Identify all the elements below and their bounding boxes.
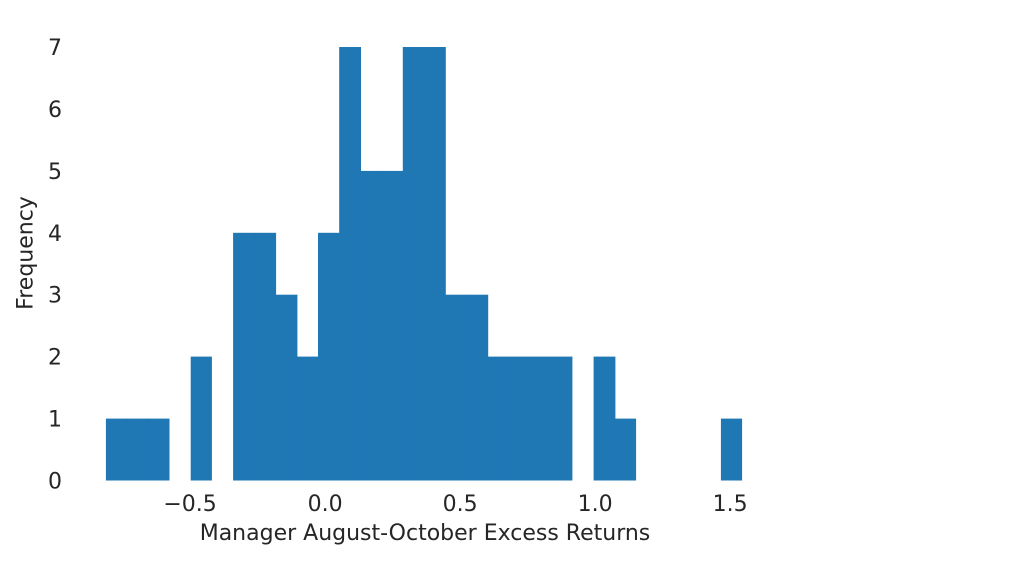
x-tick-label: −0.5: [163, 492, 216, 517]
y-tick-label: 0: [48, 470, 62, 495]
histogram-bar: [551, 356, 573, 481]
histogram-bar: [424, 47, 446, 481]
histogram-bar: [296, 356, 319, 481]
histogram-bar: [445, 294, 467, 481]
histogram-bar: [127, 418, 149, 481]
y-axis-title: Frequency: [13, 196, 39, 310]
histogram-bar: [254, 232, 277, 481]
y-tick-label: 5: [48, 160, 62, 185]
x-tick-label: 0.0: [308, 492, 343, 517]
histogram-bar: [466, 294, 489, 481]
histogram-bar: [720, 418, 743, 481]
histogram-bar: [105, 418, 128, 481]
y-tick-label: 1: [48, 408, 62, 433]
histogram-bar: [318, 232, 340, 481]
x-tick-label: 1.0: [578, 492, 613, 517]
x-axis-title: Manager August-October Excess Returns: [199, 521, 651, 546]
histogram-bar: [190, 356, 212, 481]
histogram-bar: [593, 356, 616, 481]
histogram-bar: [614, 418, 637, 481]
histogram-bar: [233, 232, 255, 481]
x-tick-label: 0.5: [443, 492, 478, 517]
y-tick-label: 2: [48, 346, 62, 371]
histogram-bar: [275, 294, 298, 481]
histogram-bar: [148, 418, 170, 481]
histogram-bar: [402, 47, 425, 481]
histogram-bar: [530, 356, 552, 481]
histogram-bar: [339, 47, 361, 481]
y-tick-label: 3: [48, 284, 62, 309]
x-tick-label: 1.5: [713, 492, 748, 517]
y-tick-label: 4: [48, 222, 62, 247]
histogram-bar: [381, 170, 404, 481]
histogram-bar: [487, 356, 510, 481]
histogram-bar: [508, 356, 531, 481]
y-tick-label: 7: [48, 36, 62, 61]
histogram-bar: [360, 170, 383, 481]
y-tick-label: 6: [48, 98, 62, 123]
